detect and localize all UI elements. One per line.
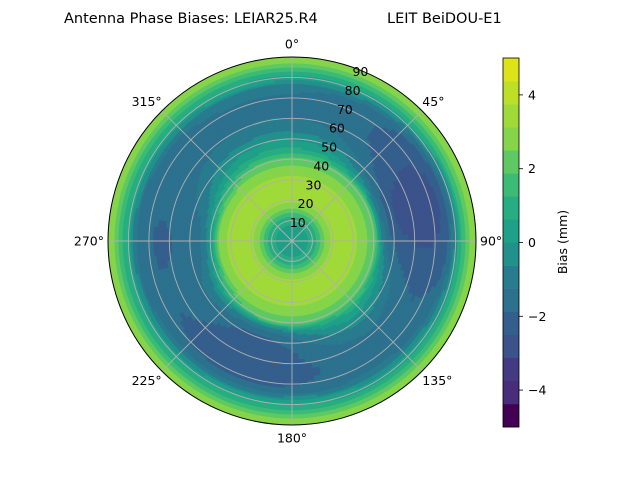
chart-title-left: Antenna Phase Biases: LEIAR25.R4 [64,11,318,27]
chart-title-right: LEIT BeiDOU-E1 [387,11,502,27]
contour-fill-layer [108,57,476,425]
polar-axes: 0°45°90°135°180°225°270°315° 10203040506… [74,37,502,446]
